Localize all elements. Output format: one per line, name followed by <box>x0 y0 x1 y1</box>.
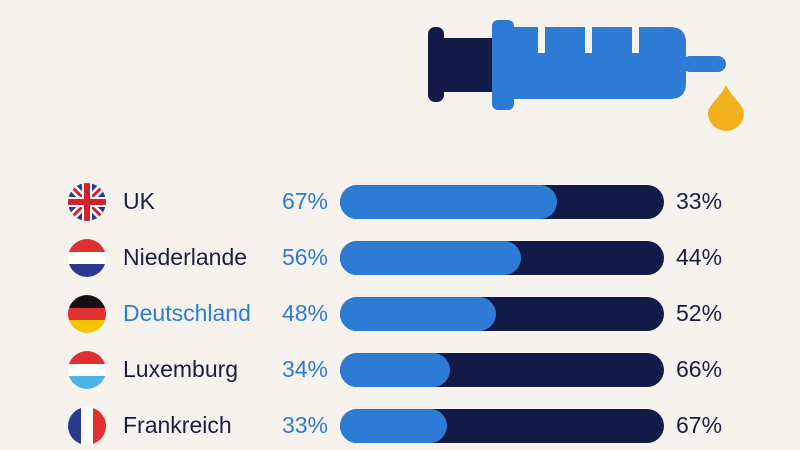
data-label-left: 34% <box>281 356 328 382</box>
data-label-right: 52% <box>676 300 723 326</box>
bar-row: Luxemburg 34% 66% <box>0 350 800 390</box>
bar-segment-left <box>340 241 522 275</box>
category-label: Niederlande <box>123 244 248 270</box>
bar-segment-left <box>340 409 447 443</box>
bar-segment-right <box>340 241 664 275</box>
bar-segment-right <box>340 353 664 387</box>
drop-icon <box>708 85 744 131</box>
bar-segment-left <box>340 353 451 387</box>
syringe-icon <box>428 20 744 131</box>
bar-row: Frankreich 33% 67% <box>0 406 800 446</box>
category-label: Deutschland <box>123 300 251 326</box>
data-label-left: 48% <box>281 300 328 326</box>
bar-row: Niederlande 56% 44% <box>0 238 800 278</box>
bar-segment-right <box>340 185 664 219</box>
data-label-left: 67% <box>281 188 328 214</box>
data-label-left: 33% <box>281 412 328 438</box>
germany-flag-icon <box>68 295 106 333</box>
data-label-right: 44% <box>676 244 723 270</box>
luxembourg-flag-icon <box>68 351 106 389</box>
category-label: Luxemburg <box>123 356 239 382</box>
category-label: UK <box>123 188 155 214</box>
bar-segment-right <box>340 297 664 331</box>
data-label-left: 56% <box>281 244 328 270</box>
data-label-right: 66% <box>676 356 723 382</box>
france-flag-icon <box>68 407 106 445</box>
bar-row: Deutschland 48% 52% <box>0 294 800 334</box>
netherlands-flag-icon <box>68 239 106 277</box>
bar-segment-left <box>340 185 558 219</box>
bar-row: UK 67% 33% <box>0 182 800 222</box>
bar-segment-right <box>340 409 664 443</box>
bar-segment-left <box>340 297 496 331</box>
category-label: Frankreich <box>123 412 232 438</box>
data-label-right: 33% <box>676 188 723 214</box>
data-label-right: 67% <box>676 412 723 438</box>
uk-flag-icon <box>68 183 106 221</box>
